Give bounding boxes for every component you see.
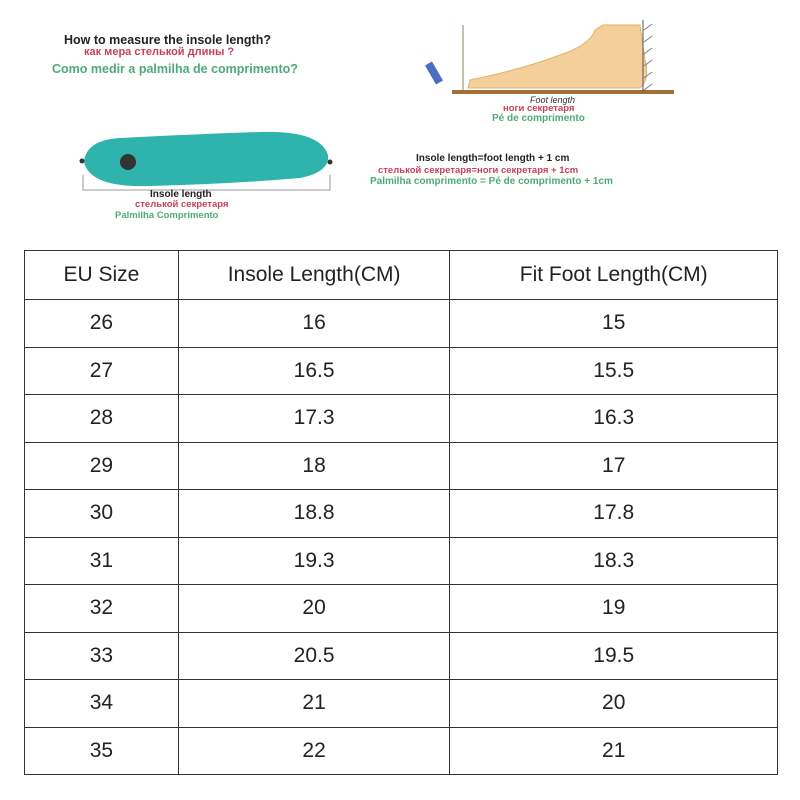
table-row: 35 22 21 [24,726,778,775]
foot-length-cell: 15 [449,299,778,348]
table-header-row: EU Size Insole Length(CM) Fit Foot Lengt… [24,250,778,300]
header-insole-length: Insole Length(CM) [177,250,451,300]
insole-length-cell: 21 [177,679,451,728]
size-table: EU Size Insole Length(CM) Fit Foot Lengt… [24,250,778,775]
insole-length-cell: 16 [177,299,451,348]
eu-size-cell: 34 [24,679,179,728]
table-row: 27 16.5 15.5 [24,346,778,395]
formula-english: Insole length=foot length + 1 cm [416,153,570,164]
insole-length-cell: 19.3 [177,536,451,585]
table-row: 31 19.3 18.3 [24,536,778,585]
insole-length-cell: 22 [177,726,451,775]
insole-length-cell: 17.3 [177,394,451,443]
insole-length-label-portuguese: Palmilha Comprimento [115,210,219,221]
insole-length-cell: 18.8 [177,489,451,538]
eu-size-cell: 33 [24,631,179,680]
insole-length-cell: 20 [177,584,451,633]
insole-length-label-russian: стелькой секретаря [135,199,229,210]
foot-length-cell: 20 [449,679,778,728]
table-row: 28 17.3 16.3 [24,394,778,443]
insole-length-label-english: Insole length [150,189,212,200]
foot-length-cell: 19 [449,584,778,633]
foot-length-cell: 21 [449,726,778,775]
eu-size-cell: 35 [24,726,179,775]
insole-diagram [79,131,333,191]
question-english: How to measure the insole length? [64,33,271,47]
eu-size-cell: 31 [24,536,179,585]
header-eu-size: EU Size [24,250,179,300]
formula-russian: стелькой секретаря=ноги секретаря + 1cm [378,165,579,176]
table-row: 32 20 19 [24,584,778,633]
question-russian: как мера стелькой длины ? [84,46,235,58]
table-row: 34 21 20 [24,679,778,728]
formula-portuguese: Palmilha comprimento = Pé de comprimento… [370,176,613,187]
foot-length-cell: 16.3 [449,394,778,443]
foot-diagram [425,20,674,94]
foot-length-label-russian: ноги секретаря [503,103,575,114]
foot-length-label-portuguese: Pé de comprimento [492,113,585,124]
foot-length-cell: 19.5 [449,631,778,680]
foot-length-cell: 18.3 [449,536,778,585]
measurement-illustration [79,20,674,191]
eu-size-cell: 29 [24,441,179,490]
eu-size-cell: 26 [24,299,179,348]
insole-length-cell: 20.5 [177,631,451,680]
header-foot-length: Fit Foot Length(CM) [449,250,778,300]
table-row: 29 18 17 [24,441,778,490]
eu-size-cell: 30 [24,489,179,538]
table-row: 33 20.5 19.5 [24,631,778,680]
insole-length-cell: 18 [177,441,451,490]
eu-size-cell: 27 [24,346,179,395]
table-row: 26 16 15 [24,299,778,348]
insole-length-cell: 16.5 [177,346,451,395]
foot-length-cell: 15.5 [449,346,778,395]
table-row: 30 18.8 17.8 [24,489,778,538]
question-portuguese: Como medir a palmilha de comprimento? [52,62,298,76]
eu-size-cell: 28 [24,394,179,443]
foot-length-cell: 17.8 [449,489,778,538]
foot-length-cell: 17 [449,441,778,490]
eu-size-cell: 32 [24,584,179,633]
foot-length-label-english: Foot length [530,95,576,105]
